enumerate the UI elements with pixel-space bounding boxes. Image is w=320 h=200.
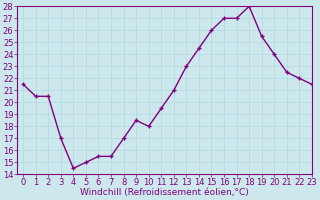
- X-axis label: Windchill (Refroidissement éolien,°C): Windchill (Refroidissement éolien,°C): [80, 188, 249, 197]
